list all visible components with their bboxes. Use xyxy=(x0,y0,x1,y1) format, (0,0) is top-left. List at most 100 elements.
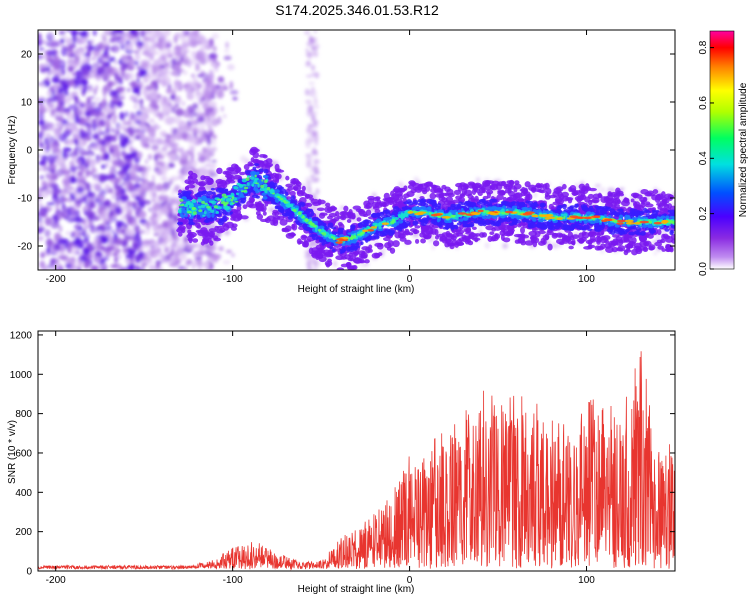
noise-speckle xyxy=(306,105,313,113)
noise-speckle xyxy=(115,86,125,93)
noise-speckle xyxy=(363,262,370,267)
band-cell xyxy=(612,238,619,244)
noise-speckle xyxy=(610,188,615,192)
band-cell xyxy=(326,207,333,212)
noise-speckle xyxy=(128,72,135,81)
noise-speckle xyxy=(87,41,92,50)
noise-speckle xyxy=(193,141,203,145)
band-cell xyxy=(656,229,662,236)
noise-speckle xyxy=(38,194,43,201)
noise-speckle xyxy=(111,252,119,257)
noise-speckle xyxy=(111,116,117,125)
noise-speckle xyxy=(83,261,90,269)
band-cell xyxy=(537,184,542,188)
noise-speckle xyxy=(170,94,176,101)
noise-speckle xyxy=(140,165,148,173)
band-cell xyxy=(604,242,612,249)
band-cell xyxy=(608,192,614,197)
noise-speckle xyxy=(38,120,45,126)
noise-speckle xyxy=(199,129,204,136)
noise-speckle xyxy=(126,209,133,217)
noise-speckle xyxy=(73,242,80,247)
noise-speckle xyxy=(205,44,212,51)
band-cell xyxy=(602,235,611,241)
noise-speckle xyxy=(225,41,230,49)
noise-speckle xyxy=(83,238,90,243)
band-cell xyxy=(184,185,190,191)
noise-speckle xyxy=(132,240,138,250)
noise-speckle xyxy=(65,37,74,45)
noise-speckle xyxy=(309,169,314,174)
noise-speckle xyxy=(56,168,65,177)
noise-speckle xyxy=(169,244,176,249)
noise-speckle xyxy=(209,37,214,47)
noise-speckle xyxy=(66,117,75,122)
band-cell xyxy=(419,232,426,238)
band-cell xyxy=(387,240,394,248)
noise-speckle xyxy=(110,125,114,130)
band-cell xyxy=(364,259,370,264)
band-cell xyxy=(336,267,345,270)
noise-speckle xyxy=(53,61,61,70)
noise-speckle xyxy=(158,41,164,51)
noise-speckle xyxy=(155,30,161,34)
noise-speckle xyxy=(120,42,125,51)
band-cell xyxy=(513,183,522,190)
band-cell xyxy=(412,220,419,226)
noise-speckle xyxy=(71,91,79,96)
noise-speckle xyxy=(210,63,218,67)
noise-speckle xyxy=(54,106,59,112)
noise-speckle xyxy=(181,109,191,118)
band-cell xyxy=(487,235,493,242)
noise-speckle xyxy=(160,54,167,59)
noise-speckle xyxy=(162,181,171,191)
noise-speckle xyxy=(209,148,215,155)
noise-speckle xyxy=(475,177,481,183)
noise-speckle xyxy=(150,248,154,257)
noise-speckle xyxy=(117,160,127,167)
noise-speckle xyxy=(146,125,155,132)
noise-speckle xyxy=(313,39,319,47)
noise-speckle xyxy=(174,45,182,50)
band-cell xyxy=(538,240,546,246)
noise-speckle xyxy=(68,197,72,204)
noise-speckle xyxy=(88,87,94,92)
band-cell xyxy=(360,241,364,246)
noise-speckle xyxy=(151,144,159,153)
noise-speckle xyxy=(138,210,147,219)
band-cell xyxy=(352,205,362,210)
noise-speckle xyxy=(165,237,174,243)
noise-speckle xyxy=(190,57,197,65)
noise-speckle xyxy=(76,104,83,113)
noise-speckle xyxy=(657,189,662,193)
noise-speckle xyxy=(137,198,146,207)
noise-speckle xyxy=(161,221,169,229)
band-cell xyxy=(523,187,529,195)
noise-speckle xyxy=(186,258,193,266)
noise-speckle xyxy=(312,51,318,57)
band-cell xyxy=(659,200,667,205)
noise-speckle xyxy=(201,42,210,46)
noise-speckle xyxy=(67,245,72,254)
noise-speckle xyxy=(148,92,158,100)
noise-speckle xyxy=(179,253,187,261)
band-cell xyxy=(558,241,565,245)
noise-speckle xyxy=(71,59,78,69)
noise-speckle xyxy=(109,134,115,139)
band-cell xyxy=(304,193,311,199)
noise-speckle xyxy=(317,260,322,266)
noise-speckle xyxy=(310,240,316,246)
noise-speckle xyxy=(162,95,168,104)
noise-speckle xyxy=(156,224,163,229)
noise-speckle xyxy=(135,85,141,95)
band-cell xyxy=(287,186,294,192)
noise-speckle xyxy=(91,57,96,61)
noise-speckle xyxy=(311,267,319,270)
noise-speckle xyxy=(161,78,166,82)
noise-speckle xyxy=(122,34,130,42)
noise-speckle xyxy=(155,138,165,145)
band-cell xyxy=(644,203,654,208)
noise-speckle xyxy=(111,229,115,235)
noise-speckle xyxy=(174,201,179,205)
band-cell xyxy=(471,188,477,195)
